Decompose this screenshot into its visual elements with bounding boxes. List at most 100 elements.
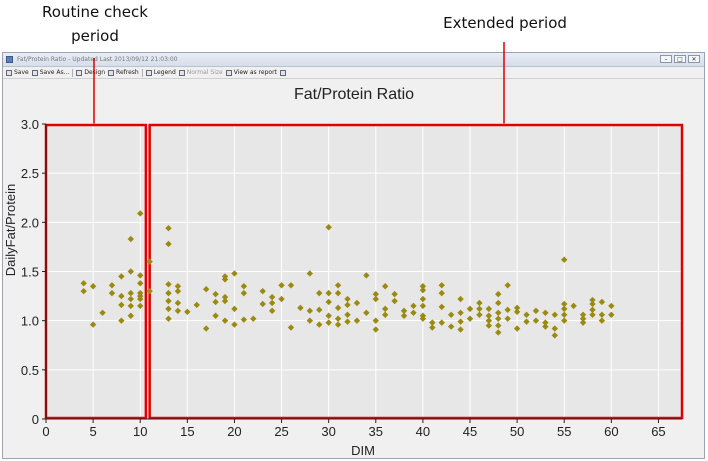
scatter-point bbox=[457, 295, 464, 303]
scatter-point bbox=[391, 290, 398, 298]
chart-title: Fat/Protein Ratio bbox=[294, 86, 414, 103]
x-tick-label: 5 bbox=[89, 424, 96, 439]
y-tick-label: 0 bbox=[32, 412, 39, 427]
scatter-point bbox=[598, 317, 606, 324]
scatter-point bbox=[334, 321, 342, 328]
scatter-point bbox=[108, 282, 116, 289]
scatter-point bbox=[268, 299, 276, 307]
scatter-point bbox=[250, 315, 257, 322]
x-tick-label: 30 bbox=[321, 424, 335, 439]
scatter-point bbox=[447, 311, 455, 318]
scatter-point bbox=[372, 295, 379, 303]
scatter-point bbox=[410, 302, 417, 310]
maximize-button[interactable]: □ bbox=[674, 55, 686, 63]
scatter-point bbox=[523, 311, 530, 318]
window-titlebar[interactable]: Fat/Protein Ratio - Updated Last 2013/09… bbox=[3, 53, 704, 67]
routine-period-callout: Routine check period bbox=[10, 0, 180, 48]
scatter-point bbox=[325, 289, 332, 297]
report-toolbar: Save Save As... Design Refresh Legend No… bbox=[3, 67, 704, 79]
y-tick-label: 2.5 bbox=[21, 166, 39, 181]
scatter-point bbox=[485, 312, 493, 319]
scatter-point bbox=[118, 317, 125, 324]
scatter-point bbox=[212, 290, 219, 298]
y-tick-label: 3.0 bbox=[21, 117, 39, 132]
scatter-point bbox=[108, 289, 116, 297]
scatter-point bbox=[495, 309, 502, 316]
extended-period-callout: Extended period bbox=[443, 14, 567, 32]
y-tick-label: 1.0 bbox=[21, 314, 39, 329]
scatter-point bbox=[532, 317, 540, 324]
scatter-point bbox=[221, 297, 229, 305]
legend-button[interactable]: Legend bbox=[145, 69, 176, 76]
scatter-point bbox=[495, 315, 502, 322]
save-as-button[interactable]: Save As... bbox=[31, 69, 70, 76]
scatter-point bbox=[457, 326, 464, 333]
x-axis-ticks: 0 5 10 15 20 25 30 35 40 45 50 55 60 65 bbox=[42, 419, 666, 439]
scatter-point bbox=[174, 283, 182, 290]
scatter-point bbox=[382, 283, 389, 290]
scatter-point bbox=[334, 315, 342, 322]
x-tick-label: 60 bbox=[604, 424, 618, 439]
scatter-point bbox=[495, 329, 502, 336]
scatter-point bbox=[344, 311, 351, 318]
scatter-point bbox=[532, 307, 540, 315]
minimize-button[interactable]: – bbox=[660, 55, 672, 63]
scatter-point bbox=[268, 307, 276, 315]
scatter-point bbox=[89, 321, 97, 328]
scatter-point bbox=[447, 323, 455, 330]
scatter-point bbox=[382, 311, 389, 318]
scatter-point bbox=[608, 302, 615, 310]
help-button[interactable] bbox=[279, 69, 286, 76]
scatter-point bbox=[118, 273, 125, 280]
scatter-point bbox=[551, 332, 558, 339]
scatter-point bbox=[287, 282, 295, 289]
scatter-point bbox=[579, 315, 587, 322]
scatter-point bbox=[608, 311, 615, 318]
scatter-point bbox=[334, 289, 342, 297]
view-as-report-button[interactable]: View as report bbox=[225, 69, 277, 76]
scatter-point bbox=[325, 319, 332, 326]
toolbar-separator bbox=[141, 68, 143, 77]
scatter-point bbox=[363, 309, 370, 316]
scatter-point bbox=[165, 289, 172, 297]
scatter-point bbox=[259, 287, 266, 295]
save-as-label: Save As... bbox=[39, 69, 70, 76]
close-button[interactable]: ✕ bbox=[688, 55, 700, 63]
app-icon bbox=[6, 56, 13, 63]
scatter-point bbox=[542, 319, 549, 326]
scatter-point bbox=[344, 301, 351, 309]
scatter-point bbox=[438, 282, 445, 289]
scatter-point bbox=[523, 318, 530, 325]
scatter-point bbox=[598, 298, 606, 306]
scatter-point bbox=[287, 324, 295, 331]
refresh-button[interactable]: Refresh bbox=[108, 69, 139, 76]
normal-size-button[interactable]: Normal Size bbox=[178, 69, 223, 76]
scatter-point bbox=[429, 319, 436, 326]
scatter-point bbox=[561, 300, 568, 308]
scatter-point bbox=[240, 289, 248, 297]
scatter-point bbox=[382, 305, 389, 313]
y-tick-label: 0.5 bbox=[21, 363, 39, 378]
scatter-point bbox=[202, 286, 210, 293]
scatter-point bbox=[297, 304, 304, 312]
scatter-point bbox=[259, 300, 266, 308]
scatter-point bbox=[240, 283, 248, 290]
scatter-point bbox=[231, 321, 238, 328]
scatter-point bbox=[542, 323, 549, 330]
scatter-point bbox=[231, 270, 238, 277]
save-button[interactable]: Save bbox=[6, 69, 29, 76]
scatter-point bbox=[598, 311, 606, 318]
scatter-point bbox=[561, 311, 568, 318]
scatter-point bbox=[306, 270, 314, 277]
y-tick-label: 1.5 bbox=[21, 265, 39, 280]
routine-callout-line2: period bbox=[71, 27, 119, 45]
scatter-point bbox=[579, 319, 587, 326]
report-icon bbox=[225, 69, 232, 76]
refresh-label: Refresh bbox=[116, 69, 139, 76]
scatter-point bbox=[400, 312, 408, 319]
scatter-point bbox=[137, 272, 144, 279]
normal-size-icon bbox=[178, 69, 185, 76]
scatter-point bbox=[561, 256, 568, 263]
legend-label: Legend bbox=[153, 69, 176, 76]
